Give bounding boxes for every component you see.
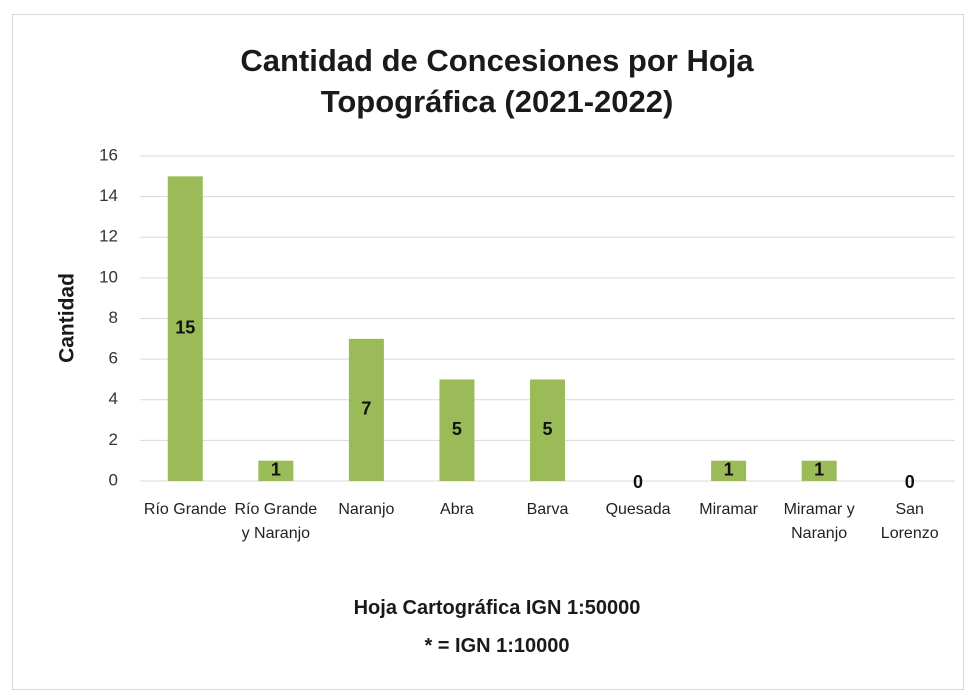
x-tick-label: Quesada [605,501,671,518]
data-label: 5 [542,419,552,439]
chart-border [12,14,964,690]
data-label: 1 [814,460,824,480]
bar [530,379,565,481]
bar [711,460,747,481]
x-tick-label: San Lorenzo [880,501,939,542]
bar [439,379,475,481]
data-label: 1 [271,460,281,480]
y-tick-label: 2 [109,430,118,449]
bar [167,176,203,481]
data-label: 0 [633,472,643,492]
y-tick-label: 10 [99,267,118,286]
y-tick-label: 12 [99,227,118,246]
y-axis-label: Cantidad [56,273,79,363]
x-axis-note: * = IGN 1:10000 [424,635,570,657]
x-tick-label: Abra [440,501,474,518]
x-tick-label: Río Grande [143,501,227,518]
x-tick-label: Barva [526,501,569,518]
y-tick-label: 8 [109,308,118,327]
x-tick-label: Miramar [699,501,758,518]
data-label: 1 [724,460,734,480]
data-label: 5 [452,419,462,439]
chart-title: Cantidad de Concesiones por Hoja Topográ… [240,43,754,119]
x-axis-label: Hoja Cartográfica IGN 1:50000 [353,597,641,619]
y-tick-label: 6 [109,349,118,368]
x-tick-label: Naranjo [338,501,395,518]
data-label: 0 [905,472,915,492]
y-tick-label: 16 [99,145,118,164]
x-tick-label: Miramar y Naranjo [783,501,855,542]
bar [801,460,837,481]
y-tick-label: 0 [109,470,118,489]
y-tick-label: 14 [99,186,118,205]
y-tick-label: 4 [109,389,118,408]
data-label: 15 [175,317,195,337]
bar [348,338,384,481]
bar [258,460,294,481]
data-label: 7 [361,399,371,419]
x-tick-label: Río Grande y Naranjo [234,501,318,542]
